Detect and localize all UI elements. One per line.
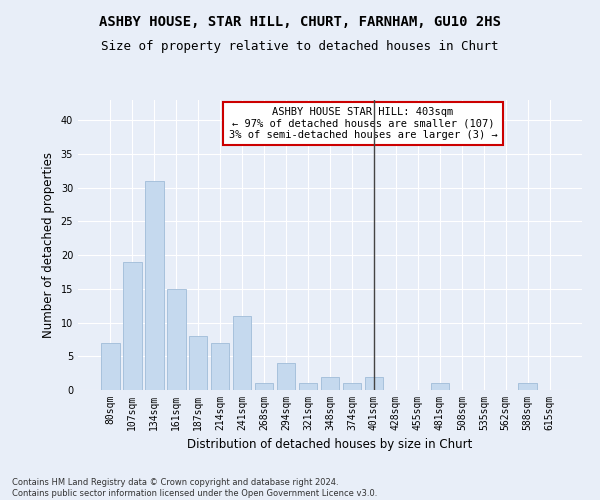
Bar	[343, 384, 361, 390]
Bar	[299, 384, 317, 390]
Bar	[255, 384, 274, 390]
Text: ASHBY HOUSE STAR HILL: 403sqm
← 97% of detached houses are smaller (107)
3% of s: ASHBY HOUSE STAR HILL: 403sqm ← 97% of d…	[229, 106, 497, 140]
Bar	[277, 363, 295, 390]
Bar	[518, 384, 537, 390]
Bar	[320, 376, 340, 390]
Text: Size of property relative to detached houses in Churt: Size of property relative to detached ho…	[101, 40, 499, 53]
Bar	[431, 384, 449, 390]
Bar	[189, 336, 208, 390]
Y-axis label: Number of detached properties: Number of detached properties	[42, 152, 55, 338]
Bar	[365, 376, 383, 390]
X-axis label: Distribution of detached houses by size in Churt: Distribution of detached houses by size …	[187, 438, 473, 452]
Text: ASHBY HOUSE, STAR HILL, CHURT, FARNHAM, GU10 2HS: ASHBY HOUSE, STAR HILL, CHURT, FARNHAM, …	[99, 15, 501, 29]
Bar	[211, 343, 229, 390]
Bar	[123, 262, 142, 390]
Bar	[145, 181, 164, 390]
Text: Contains HM Land Registry data © Crown copyright and database right 2024.
Contai: Contains HM Land Registry data © Crown c…	[12, 478, 377, 498]
Bar	[167, 289, 185, 390]
Bar	[101, 343, 119, 390]
Bar	[233, 316, 251, 390]
